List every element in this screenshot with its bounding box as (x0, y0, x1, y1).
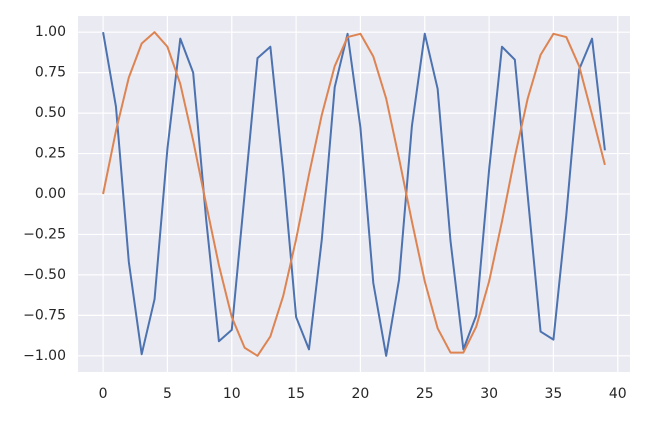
y-tick-label: −0.50 (23, 267, 66, 283)
x-tick-label: 0 (99, 386, 108, 402)
x-tick-label: 40 (609, 386, 627, 402)
line-series (102, 31, 606, 357)
y-tick-label: 1.00 (35, 24, 66, 40)
x-tick-label: 5 (163, 386, 172, 402)
y-tick-label: −0.75 (23, 307, 66, 323)
y-tick-label: 0.50 (35, 105, 66, 121)
x-tick-label: 15 (287, 386, 305, 402)
x-tick-label: 35 (545, 386, 563, 402)
y-tick-label: 0.75 (35, 65, 66, 81)
x-tick-label: 20 (352, 386, 370, 402)
y-tick-label: 0.25 (35, 146, 66, 162)
y-tick-label: 0.00 (35, 186, 66, 202)
y-tick-label: −1.00 (23, 348, 66, 364)
x-tick-label: 25 (416, 386, 434, 402)
x-tick-label: 10 (223, 386, 241, 402)
x-tick-label: 30 (480, 386, 498, 402)
y-tick-label: −0.25 (23, 226, 66, 242)
